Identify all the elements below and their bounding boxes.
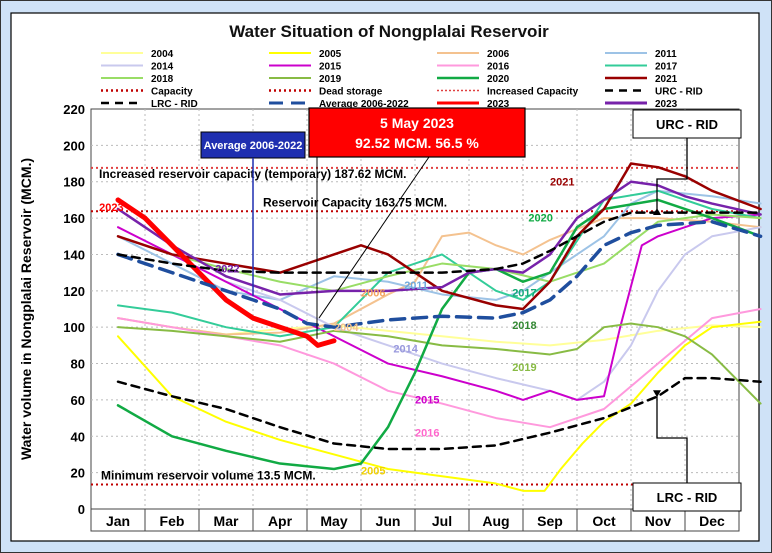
legend-label: 2006 <box>487 49 510 60</box>
legend-label: 2019 <box>319 74 342 85</box>
y-tick-label: 20 <box>71 466 85 481</box>
legend-label: 2016 <box>487 62 510 73</box>
x-tick-label: May <box>320 513 347 529</box>
series-line-2011 <box>117 189 762 301</box>
series-line-2006 <box>117 217 762 336</box>
legend-label: 2020 <box>487 74 510 85</box>
y-tick-label: 160 <box>63 211 85 226</box>
urc-pointer <box>656 138 688 209</box>
x-tick-label: Sep <box>537 513 563 529</box>
callout-line2: 92.52 MCM. 56.5 % <box>355 135 479 151</box>
lrc-arrowhead <box>653 390 661 398</box>
series-line-average-2006-2022 <box>116 219 763 329</box>
inline-label-2021: 2021 <box>550 176 574 188</box>
urc-box-label: URC - RID <box>656 117 718 132</box>
series-line-2022 <box>116 180 762 296</box>
y-axis-label: Water volume in Nongplalai Reservoir (MC… <box>18 158 34 460</box>
inline-label-2005: 2005 <box>361 465 385 477</box>
series-line-2020 <box>116 198 762 471</box>
inline-label-2019: 2019 <box>512 362 536 374</box>
inline-label-2014: 2014 <box>393 344 418 356</box>
inline-label-2006: 2006 <box>361 287 385 299</box>
capacity-label: Reservoir Capacity 163.75 MCM. <box>263 195 447 209</box>
callout-pointer <box>318 156 430 319</box>
legend: 2004 2005 2006 2011 2014 2015 2016 2017 2018 2019… <box>101 49 703 110</box>
x-tick-label: Jun <box>376 513 401 529</box>
legend-label: 2015 <box>319 62 342 73</box>
inline-labels: 2023 2022 2006 2011 2004 2014 2015 2016 2005 2021… <box>99 176 574 477</box>
y-tick-label: 60 <box>71 393 85 408</box>
callout-line1: 5 May 2023 <box>380 115 454 131</box>
y-tick-label: 80 <box>71 357 85 372</box>
series-line-2023 <box>115 197 337 348</box>
x-tick-label: Nov <box>645 513 672 529</box>
chart-title: Water Situation of Nongplalai Reservoir <box>229 22 549 41</box>
callout-box <box>308 107 526 158</box>
lrc-box <box>632 482 742 512</box>
x-tick-label: Dec <box>699 513 725 529</box>
legend-label: 2023 <box>655 99 678 110</box>
inline-label-2022: 2022 <box>215 264 239 276</box>
series-group <box>115 162 763 492</box>
inline-label-2011: 2011 <box>404 280 428 292</box>
dead-storage-label: Minimum reservoir volume 13.5 MCM. <box>101 468 316 482</box>
inline-label-2004: 2004 <box>334 322 359 334</box>
inline-label-2020: 2020 <box>528 213 552 225</box>
legend-label: LRC - RID <box>151 99 198 110</box>
y-tick-label: 0 <box>78 502 85 517</box>
legend-label: 2014 <box>151 62 174 73</box>
inline-label-2023: 2023 <box>99 202 123 214</box>
series-line-2019 <box>117 322 762 405</box>
avg-callout-text: Average 2006-2022 <box>204 140 303 152</box>
legend-label: 2011 <box>655 49 677 60</box>
legend-label: 2005 <box>319 49 342 60</box>
lrc-box-label: LRC - RID <box>657 490 718 505</box>
x-tick-label: Oct <box>592 513 616 529</box>
legend-label: 2021 <box>655 74 678 85</box>
legend-label: Dead storage <box>319 87 383 98</box>
inline-label-2018: 2018 <box>512 320 536 332</box>
x-tick-label: Jan <box>106 513 130 529</box>
x-tick-label: Aug <box>482 513 509 529</box>
avg-callout-box <box>200 131 306 159</box>
lrc-pointer <box>656 396 688 483</box>
x-axis-band <box>90 508 740 532</box>
x-tick-label: Feb <box>160 513 185 529</box>
series-line-2018 <box>117 213 762 292</box>
legend-label: 2023 <box>487 99 510 110</box>
series-line-2017 <box>117 189 762 338</box>
legend-label: 2018 <box>151 74 174 85</box>
series-line-lrc-rid <box>116 376 762 451</box>
y-tick-label: 200 <box>63 138 85 153</box>
annotations: 5 May 2023 92.52 MCM. 56.5 % Average 2006-… <box>200 107 742 512</box>
y-tick-label: 120 <box>63 284 85 299</box>
x-tick-label: Mar <box>214 513 239 529</box>
inline-label-2017: 2017 <box>512 287 536 299</box>
series-line-2015 <box>117 213 762 401</box>
y-tick-label: 180 <box>63 175 85 190</box>
legend-label: 2017 <box>655 62 678 73</box>
legend-label: URC - RID <box>655 87 703 98</box>
series-line-urc-rid <box>116 211 762 274</box>
legend-label: Average 2006-2022 <box>319 99 409 110</box>
y-tick-label: 220 <box>63 102 85 117</box>
axes: 0 20 40 60 80 100 120 140 160 180 200 220 Jan Feb Mar A… <box>63 102 740 532</box>
y-tick-label: 100 <box>63 320 85 335</box>
series-line-2005 <box>117 320 762 492</box>
legend-label: Capacity <box>151 87 193 98</box>
x-tick-label: Apr <box>268 513 293 529</box>
y-tick-label: 40 <box>71 429 85 444</box>
legend-label: 2004 <box>151 49 174 60</box>
y-tick-label: 140 <box>63 247 85 262</box>
inline-label-2015: 2015 <box>415 395 439 407</box>
x-tick-label: Jul <box>432 513 452 529</box>
urc-box <box>632 109 742 139</box>
legend-label: Increased Capacity <box>487 87 579 98</box>
inline-label-2016: 2016 <box>415 427 439 439</box>
urc-arrowhead <box>653 208 661 215</box>
